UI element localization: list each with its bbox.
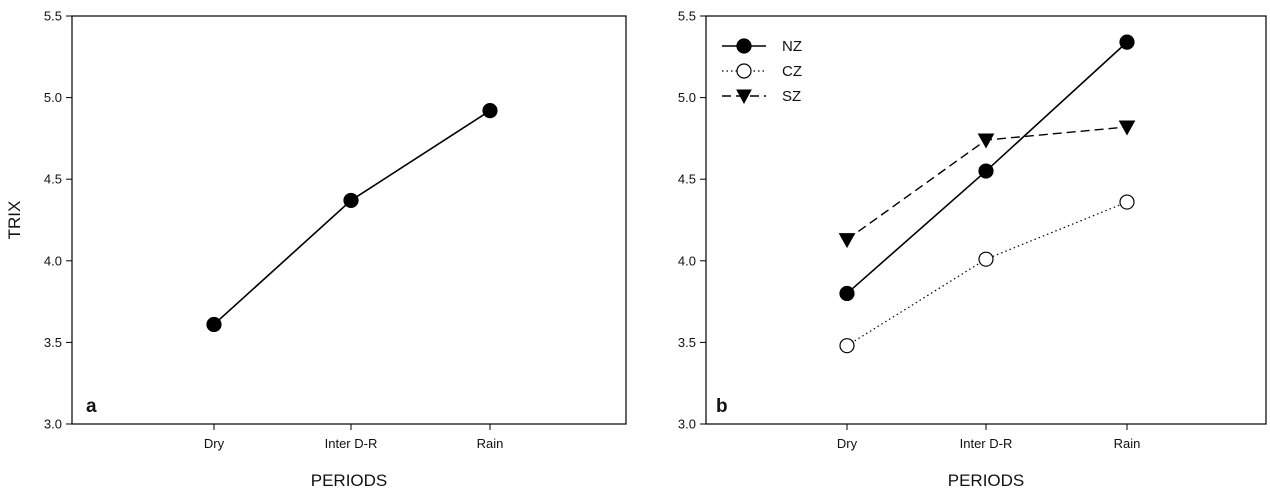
data-point-b-cz-0 [839,338,855,354]
y-tick-label-b-5: 5.5 [678,9,696,24]
x-tick-label-b-2: Rain [1114,436,1141,451]
series-lines-a [213,109,491,326]
series-lines-b [846,41,1128,347]
y-tick-label-a-0: 3.0 [44,417,62,432]
series-markers-b [838,34,1136,354]
data-point-b-cz-2 [1119,194,1135,210]
chart-panel-b: Dry Inter D-R Rain 3.0 3.5 4.0 4.5 5.0 5.5 b PE… [678,9,1267,490]
legend-item-sz: SZ [722,88,801,105]
y-tick-label-b-0: 3.0 [678,417,696,432]
plot-frame-a [71,15,627,425]
x-tick-labels-a: Dry Inter D-R Rain [204,424,503,451]
data-point-b-nz-2 [1119,34,1135,50]
legend-item-cz: CZ [722,63,802,80]
legend-label-nz: NZ [782,38,802,55]
y-tick-label-b-3: 4.5 [678,172,696,187]
data-point-a-series0-1 [343,192,359,209]
y-tick-label-b-4: 5.0 [678,90,696,105]
y-tick-label-a-4: 5.0 [44,90,62,105]
x-axis-label-a: PERIODS [311,471,388,490]
legend: NZ CZ SZ [722,38,802,105]
data-point-a-series0-0 [206,316,222,333]
y-tick-label-a-2: 4.0 [44,253,62,268]
y-tick-label-b-1: 3.5 [678,335,696,350]
data-point-b-sz-0 [838,233,856,249]
series-markers-a [206,103,498,333]
y-tick-labels-b: 3.0 3.5 4.0 4.5 5.0 5.5 [678,9,706,432]
legend-label-cz: CZ [782,63,802,80]
panel-label-b: b [716,396,728,417]
y-tick-labels-a: 3.0 3.5 4.0 4.5 5.0 5.5 [44,9,72,432]
y-tick-label-a-3: 4.5 [44,172,62,187]
data-point-a-series0-2 [482,103,498,119]
x-tick-label-a-1: Inter D-R [325,436,378,451]
legend-label-sz: SZ [782,88,801,105]
x-axis-label-b: PERIODS [948,471,1025,490]
x-tick-label-a-0: Dry [204,436,225,451]
x-tick-label-b-0: Dry [837,436,858,451]
legend-marker-cz [736,63,752,79]
panel-label-a: a [86,396,97,417]
chart-panel-a: Dry Inter D-R Rain 3.0 3.5 4.0 4.5 5.0 5.5 a PE… [5,9,627,490]
x-tick-label-b-1: Inter D-R [960,436,1013,451]
legend-item-nz: NZ [722,38,802,55]
series-line-a-series0 [213,109,491,326]
y-axis-label-a: TRIX [5,201,24,240]
legend-marker-nz [736,38,752,54]
x-tick-labels-b: Dry Inter D-R Rain [837,424,1140,451]
x-tick-label-a-2: Rain [477,436,504,451]
data-point-b-nz-0 [839,285,855,302]
data-point-b-cz-1 [978,251,994,267]
data-point-b-nz-1 [978,163,994,179]
y-tick-label-b-2: 4.0 [678,253,696,268]
legend-marker-sz [736,89,752,105]
y-tick-label-a-5: 5.5 [44,9,62,24]
data-point-b-sz-2 [1118,120,1136,136]
y-tick-label-a-1: 3.5 [44,335,62,350]
data-point-b-sz-1 [977,133,995,149]
series-line-b-cz [846,201,1128,347]
